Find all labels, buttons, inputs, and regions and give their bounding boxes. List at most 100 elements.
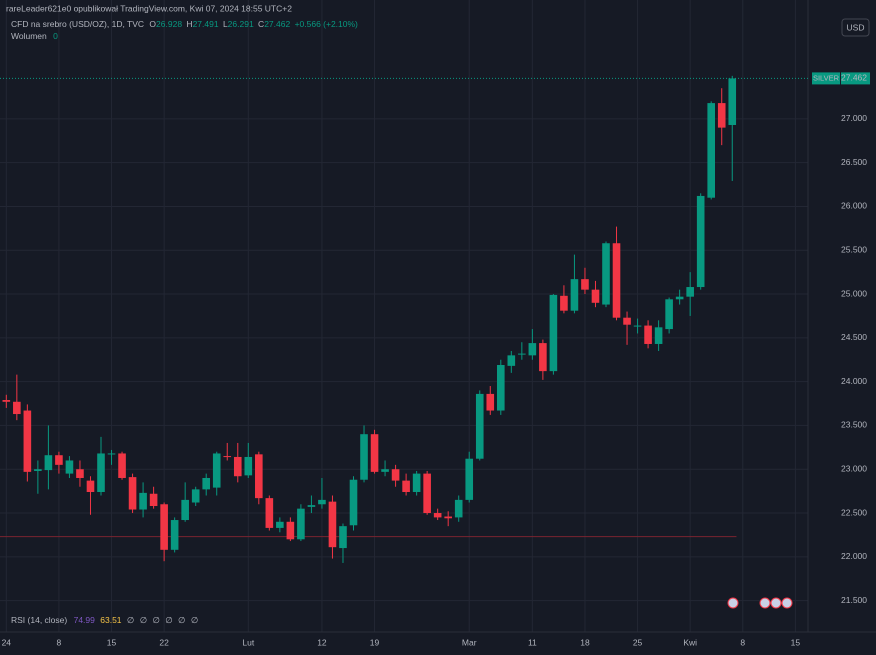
rsi-value: 74.99 xyxy=(74,615,96,625)
y-tick-label: 22.500 xyxy=(841,507,867,517)
y-tick-label: 22.000 xyxy=(841,551,867,561)
candle-body xyxy=(696,195,705,288)
candle-body xyxy=(486,393,495,411)
candle-body xyxy=(339,526,347,549)
candle-body xyxy=(13,401,21,415)
x-tick-label: 19 xyxy=(370,637,380,647)
candle-body xyxy=(149,493,158,507)
rsi-label: RSI (14, close) xyxy=(11,615,67,625)
candle-body xyxy=(360,434,368,480)
ohlc-key: H xyxy=(186,19,192,29)
header: rareLeader621e0 opublikował TradingView.… xyxy=(6,3,292,13)
event-icon[interactable] xyxy=(770,597,782,609)
candle-body xyxy=(412,473,421,492)
candle-body xyxy=(128,477,137,510)
candle-body xyxy=(265,498,274,528)
candle-body xyxy=(307,505,316,507)
rsi-line: RSI (14, close) 74.99 63.51 ∅ ∅ ∅ ∅ ∅ ∅ xyxy=(11,615,199,625)
volume-label: Wolumen xyxy=(11,31,47,41)
candle-body xyxy=(202,477,211,490)
candle-body xyxy=(539,343,547,372)
candle-body xyxy=(623,317,631,325)
candle-body xyxy=(423,473,431,514)
y-tick-label: 24.000 xyxy=(841,376,867,386)
volume-value: 0 xyxy=(53,31,58,41)
x-tick-label: Mar xyxy=(462,637,477,647)
change: +0.566 (+2.10%) xyxy=(295,19,358,29)
x-tick-label: 11 xyxy=(528,637,537,647)
ohlc-key: C xyxy=(258,19,264,29)
candle-body xyxy=(118,453,126,478)
candle-body xyxy=(318,499,326,505)
candle-body xyxy=(349,479,358,526)
candle-body xyxy=(560,295,568,311)
event-icon[interactable] xyxy=(781,597,793,609)
candle-body xyxy=(381,469,389,472)
candle-body xyxy=(391,469,400,481)
candle-body xyxy=(528,343,537,356)
candle-body xyxy=(370,434,379,472)
candle-body xyxy=(444,516,452,519)
candle-body xyxy=(65,460,74,474)
rsi-empty: ∅ xyxy=(178,615,186,625)
candle-body xyxy=(2,400,11,402)
candle-body xyxy=(44,455,53,471)
candle-body xyxy=(654,327,663,344)
candle-body xyxy=(496,364,505,411)
legend-line: CFD na srebro (USD/OZ), 1D, TVC O26.928 … xyxy=(11,19,358,29)
ohlc-key: O xyxy=(149,19,156,29)
candle-body xyxy=(570,279,579,311)
rsi-empty: ∅ xyxy=(165,615,173,625)
ohlc-value: 26.928 xyxy=(156,19,182,29)
event-icons[interactable] xyxy=(727,597,793,609)
candle-body xyxy=(76,469,84,478)
symbol-tag: SILVER xyxy=(813,73,840,82)
y-tick-label: 24.500 xyxy=(841,332,867,342)
y-tick-label: 26.000 xyxy=(841,201,867,211)
candle-body xyxy=(139,492,147,510)
y-tick-label: 21.500 xyxy=(841,595,867,605)
candle-body xyxy=(433,513,442,518)
last-price-bg xyxy=(841,72,870,85)
x-tick-label: 15 xyxy=(107,637,117,647)
ohlc-key: L xyxy=(223,19,228,29)
candle-body xyxy=(475,393,484,459)
x-tick-label: Lut xyxy=(242,637,254,647)
candle-body xyxy=(191,489,200,503)
event-icon[interactable] xyxy=(727,597,739,609)
x-tick-label: 8 xyxy=(740,637,745,647)
candle-body xyxy=(170,520,179,550)
y-tick-label: 26.500 xyxy=(841,157,867,167)
candle-body xyxy=(581,279,589,290)
candle-body xyxy=(34,469,42,471)
currency-label[interactable]: USD xyxy=(847,22,865,32)
candle-body xyxy=(518,353,526,355)
y-tick-label: 25.000 xyxy=(841,288,867,298)
event-icon[interactable] xyxy=(759,597,771,609)
x-tick-label: 22 xyxy=(159,637,169,647)
x-tick-label: Kwi xyxy=(683,637,697,647)
candle-body xyxy=(717,103,726,128)
candle-body xyxy=(465,458,474,500)
candle-body xyxy=(297,508,305,540)
last-price-label: 27.462 xyxy=(841,73,867,83)
y-tick-label: 23.000 xyxy=(841,463,867,473)
x-tick-label: 18 xyxy=(580,637,590,647)
currency-button[interactable] xyxy=(841,18,870,37)
ohlc-value: 26.291 xyxy=(228,19,254,29)
candle-body xyxy=(181,499,189,521)
candle-body xyxy=(507,355,516,366)
candle-body xyxy=(328,501,337,548)
candle-body xyxy=(591,289,600,303)
candle-body xyxy=(55,455,63,465)
candle-body xyxy=(549,294,558,372)
candle-body xyxy=(276,521,284,528)
rsi-empty: ∅ xyxy=(127,615,135,625)
candle-body xyxy=(286,521,295,540)
symbol-tag-bg xyxy=(812,72,840,85)
candle-body xyxy=(686,287,694,297)
candle-body xyxy=(97,453,105,492)
grid xyxy=(0,0,808,632)
candle-body xyxy=(107,453,116,455)
